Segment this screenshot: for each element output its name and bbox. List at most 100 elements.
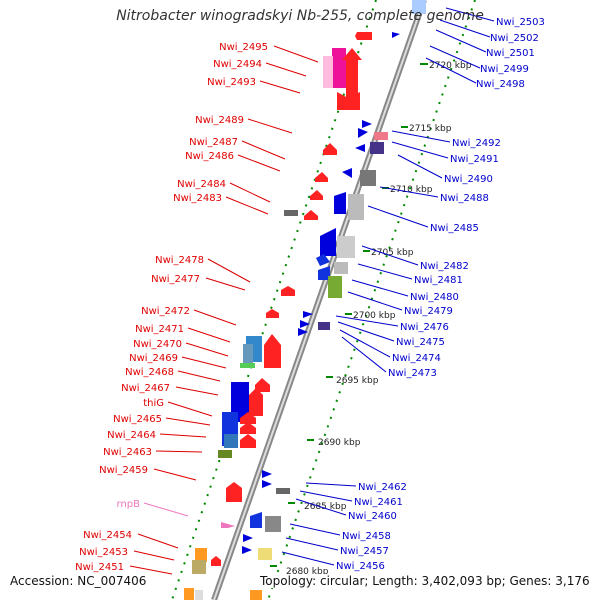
kbp-label: 2705 kbp bbox=[371, 248, 414, 258]
gene-label[interactable]: Nwi_2472 bbox=[141, 306, 190, 317]
gene-features-right bbox=[242, 0, 426, 600]
gene-label[interactable]: Nwi_2495 bbox=[219, 42, 268, 53]
gene-label[interactable]: thiG bbox=[143, 398, 164, 409]
gene-label[interactable]: Nwi_2481 bbox=[414, 275, 463, 286]
gene-label[interactable]: Nwi_2498 bbox=[476, 79, 525, 90]
gene-arrow bbox=[262, 480, 272, 488]
gene-arrow bbox=[240, 422, 256, 434]
gene-arrow bbox=[262, 470, 272, 478]
tick-track-left bbox=[171, 0, 377, 600]
gene-arrow bbox=[355, 32, 372, 40]
gene-label[interactable]: Nwi_2492 bbox=[452, 138, 501, 149]
gene-label[interactable]: Nwi_2464 bbox=[107, 430, 156, 441]
gene-block bbox=[332, 48, 346, 88]
gene-block bbox=[337, 236, 355, 258]
gene-label[interactable]: Nwi_2461 bbox=[354, 497, 403, 508]
gene-label[interactable]: Nwi_2485 bbox=[430, 223, 479, 234]
gene-label[interactable]: Nwi_2482 bbox=[420, 261, 469, 272]
gene-label[interactable]: Nwi_2456 bbox=[336, 561, 385, 572]
gene-label[interactable]: Nwi_2499 bbox=[480, 64, 529, 75]
gene-label-rna[interactable]: rnpB bbox=[117, 499, 141, 510]
genome-backbone bbox=[211, 0, 427, 600]
gene-arrow bbox=[298, 328, 308, 336]
leader-lines-left bbox=[129, 45, 319, 575]
gene-features-left bbox=[184, 32, 372, 600]
gene-label[interactable]: Nwi_2501 bbox=[486, 48, 535, 59]
gene-label[interactable]: Nwi_2453 bbox=[79, 547, 128, 558]
gene-label[interactable]: Nwi_2474 bbox=[392, 353, 441, 364]
kbp-label: 2710 kbp bbox=[390, 185, 433, 195]
gene-label[interactable]: Nwi_2487 bbox=[189, 137, 238, 148]
gene-label[interactable]: Nwi_2478 bbox=[155, 255, 204, 266]
gene-arrow bbox=[342, 168, 352, 178]
gene-arrow bbox=[250, 512, 262, 528]
kbp-label: 2715 kbp bbox=[409, 124, 452, 134]
gene-label[interactable]: Nwi_2459 bbox=[99, 465, 148, 476]
gene-label[interactable]: Nwi_2471 bbox=[135, 324, 184, 335]
gene-label[interactable]: Nwi_2502 bbox=[490, 33, 539, 44]
gene-arrow bbox=[303, 311, 313, 318]
gene-label[interactable]: Nwi_2488 bbox=[440, 193, 489, 204]
gene-arrow bbox=[323, 143, 337, 155]
gene-arrow bbox=[320, 228, 336, 256]
gene-label[interactable]: Nwi_2490 bbox=[444, 174, 493, 185]
gene-label[interactable]: Nwi_2473 bbox=[388, 368, 437, 379]
gene-block bbox=[412, 0, 426, 14]
kbp-label: 2685 kbp bbox=[304, 502, 347, 512]
gene-label[interactable]: Nwi_2483 bbox=[173, 193, 222, 204]
gene-block bbox=[224, 434, 238, 448]
gene-label[interactable]: Nwi_2469 bbox=[129, 353, 178, 364]
gene-block bbox=[195, 590, 203, 600]
gene-label[interactable]: Nwi_2489 bbox=[195, 115, 244, 126]
gene-label[interactable]: Nwi_2484 bbox=[177, 179, 226, 190]
gene-label[interactable]: Nwi_2465 bbox=[113, 414, 162, 425]
gene-block bbox=[195, 548, 207, 562]
gene-block bbox=[328, 276, 342, 298]
gene-label[interactable]: Nwi_2480 bbox=[410, 292, 459, 303]
gene-arrow bbox=[316, 254, 330, 266]
gene-arrow bbox=[249, 388, 263, 416]
gene-arrow bbox=[362, 120, 372, 128]
gene-block bbox=[250, 590, 262, 600]
kbp-label: 2690 kbp bbox=[318, 438, 361, 448]
gene-label[interactable]: Nwi_2477 bbox=[151, 274, 200, 285]
kbp-label: 2700 kbp bbox=[353, 311, 396, 321]
gene-arrow bbox=[264, 334, 281, 368]
gene-arrow bbox=[334, 192, 346, 214]
gene-label[interactable]: Nwi_2494 bbox=[213, 59, 262, 70]
gene-block bbox=[240, 363, 255, 368]
gene-label[interactable]: Nwi_2458 bbox=[342, 531, 391, 542]
kbp-label: 2695 kbp bbox=[336, 376, 379, 386]
gene-label[interactable]: Nwi_2457 bbox=[340, 546, 389, 557]
gene-arrow bbox=[355, 144, 365, 152]
gene-labels-left: Nwi_2495 Nwi_2494 Nwi_2493 Nwi_2489 Nwi_… bbox=[75, 42, 268, 573]
gene-label[interactable]: Nwi_2468 bbox=[125, 367, 174, 378]
gene-label[interactable]: Nwi_2462 bbox=[358, 482, 407, 493]
gene-label[interactable]: Nwi_2479 bbox=[404, 306, 453, 317]
gene-block bbox=[370, 142, 384, 154]
gene-label[interactable]: Nwi_2470 bbox=[133, 339, 182, 350]
gene-block bbox=[284, 210, 298, 216]
kbp-label: 2680 kbp bbox=[286, 567, 329, 577]
gene-label[interactable]: Nwi_2486 bbox=[185, 151, 234, 162]
gene-arrow bbox=[342, 48, 362, 98]
gene-block bbox=[323, 56, 333, 88]
gene-arrow bbox=[226, 482, 242, 502]
gene-label[interactable]: Nwi_2476 bbox=[400, 322, 449, 333]
gene-arrow bbox=[315, 172, 328, 182]
gene-label[interactable]: Nwi_2463 bbox=[103, 447, 152, 458]
gene-label[interactable]: Nwi_2451 bbox=[75, 562, 124, 573]
gene-label[interactable]: Nwi_2475 bbox=[396, 337, 445, 348]
gene-label[interactable]: Nwi_2491 bbox=[450, 154, 499, 165]
gene-label[interactable]: Nwi_2454 bbox=[83, 530, 132, 541]
gene-label[interactable]: Nwi_2467 bbox=[121, 383, 170, 394]
gene-label[interactable]: Nwi_2503 bbox=[496, 17, 545, 28]
gene-label[interactable]: Nwi_2493 bbox=[207, 77, 256, 88]
gene-block bbox=[243, 344, 253, 364]
gene-arrow bbox=[337, 92, 360, 110]
gene-label[interactable]: Nwi_2460 bbox=[348, 511, 397, 522]
gene-arrow bbox=[255, 378, 270, 392]
gene-block bbox=[360, 170, 376, 186]
gene-block bbox=[218, 450, 232, 458]
